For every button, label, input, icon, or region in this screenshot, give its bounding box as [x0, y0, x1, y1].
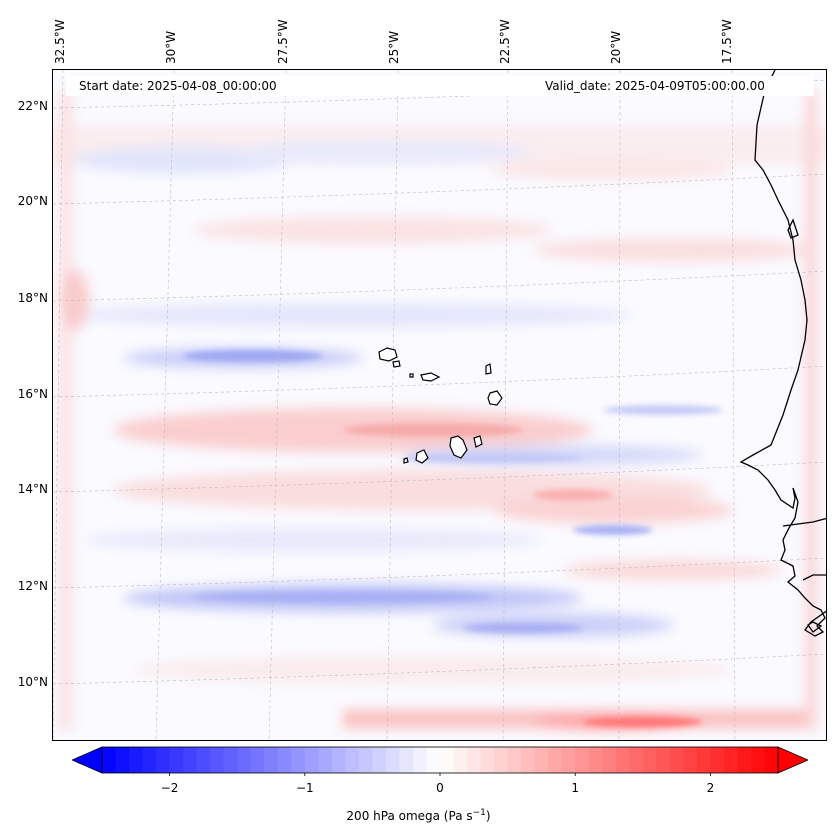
colorbar-step: [277, 747, 292, 773]
colorbar-step: [102, 747, 117, 773]
colorbar-step: [250, 747, 265, 773]
colorbar-step: [399, 747, 414, 773]
lon-label-22-5w: 22.5°W: [498, 19, 512, 64]
colorbar-step: [764, 747, 779, 773]
colorbar-step: [588, 747, 603, 773]
colorbar-step: [156, 747, 171, 773]
colorbar-step: [223, 747, 238, 773]
colorbar-step: [467, 747, 482, 773]
omega-field-map: [53, 70, 826, 740]
colorbar-step: [183, 747, 198, 773]
colorbar-left-extend: [72, 746, 103, 774]
lat-label-14n: 14°N: [17, 482, 48, 496]
lon-label-25w: 25°W: [387, 30, 401, 64]
colorbar-step: [683, 747, 698, 773]
colorbar-step: [129, 747, 144, 773]
colorbar-step: [494, 747, 509, 773]
colorbar-step: [440, 747, 455, 773]
colorbar-step: [210, 747, 225, 773]
lat-label-12n: 12°N: [17, 579, 48, 593]
colorbar-step: [372, 747, 387, 773]
header-band: [66, 76, 814, 96]
colorbar-step: [507, 747, 522, 773]
valid-date-text: Valid_date: 2025-04-09T05:00:00.00: [545, 79, 765, 93]
colorbar-step: [318, 747, 333, 773]
colorbar-step: [304, 747, 319, 773]
colorbar-label-exponent: −1: [472, 808, 486, 818]
colorbar-step: [237, 747, 252, 773]
lat-label-18n: 18°N: [17, 291, 48, 305]
gridlines: [53, 70, 826, 740]
colorbar-step: [345, 747, 360, 773]
colorbar-tick-label: 1: [571, 781, 580, 795]
lat-label-22n: 22°N: [17, 99, 48, 113]
colorbar-step: [426, 747, 441, 773]
lon-label-32-5w: 32.5°W: [53, 19, 67, 64]
colorbar-step: [615, 747, 630, 773]
colorbar-step: [669, 747, 684, 773]
lon-label-20w: 20°W: [609, 30, 623, 64]
colorbar: [72, 746, 808, 776]
colorbar-step: [696, 747, 711, 773]
colorbar-step: [358, 747, 373, 773]
colorbar-tick-label: −2: [160, 781, 179, 795]
colorbar-step: [521, 747, 536, 773]
colorbar-step: [412, 747, 427, 773]
lat-label-16n: 16°N: [17, 387, 48, 401]
lat-label-20n: 20°N: [17, 194, 48, 208]
omega-shading: [53, 90, 826, 730]
colorbar-step: [723, 747, 738, 773]
colorbar-step: [548, 747, 563, 773]
colorbar-step: [656, 747, 671, 773]
colorbar-step: [385, 747, 400, 773]
colorbar-step: [602, 747, 617, 773]
colorbar-step: [169, 747, 184, 773]
colorbar-step: [561, 747, 576, 773]
colorbar-step: [737, 747, 752, 773]
colorbar-step: [291, 747, 306, 773]
colorbar-label-suffix: ): [485, 809, 491, 823]
colorbar-tick-label: 2: [706, 781, 715, 795]
map-panel[interactable]: [52, 69, 827, 741]
colorbar-step: [142, 747, 157, 773]
colorbar-tick-label: 0: [436, 781, 444, 795]
colorbar-step: [575, 747, 590, 773]
colorbar-tick-label: −1: [295, 781, 314, 795]
lon-label-17-5w: 17.5°W: [720, 19, 734, 64]
colorbar-step: [642, 747, 657, 773]
colorbar-step: [750, 747, 765, 773]
colorbar-step: [264, 747, 279, 773]
lon-label-27-5w: 27.5°W: [276, 19, 290, 64]
colorbar-step: [196, 747, 211, 773]
lat-label-10n: 10°N: [17, 675, 48, 689]
colorbar-step: [480, 747, 495, 773]
colorbar-steps: [102, 747, 779, 773]
colorbar-step: [710, 747, 725, 773]
start-date-text: Start date: 2025-04-08_00:00:00: [79, 79, 277, 93]
colorbar-right-extend: [777, 746, 808, 774]
lon-label-30w: 30°W: [164, 30, 178, 64]
colorbar-step: [331, 747, 346, 773]
cape-verde-islands: [378, 347, 503, 464]
colorbar-step: [453, 747, 468, 773]
coastline: [739, 70, 826, 637]
colorbar-label: 200 hPa omega (Pa s−1): [0, 808, 837, 823]
colorbar-step: [115, 747, 130, 773]
colorbar-label-prefix: 200 hPa omega (Pa s: [346, 809, 473, 823]
colorbar-step: [629, 747, 644, 773]
colorbar-step: [534, 747, 549, 773]
